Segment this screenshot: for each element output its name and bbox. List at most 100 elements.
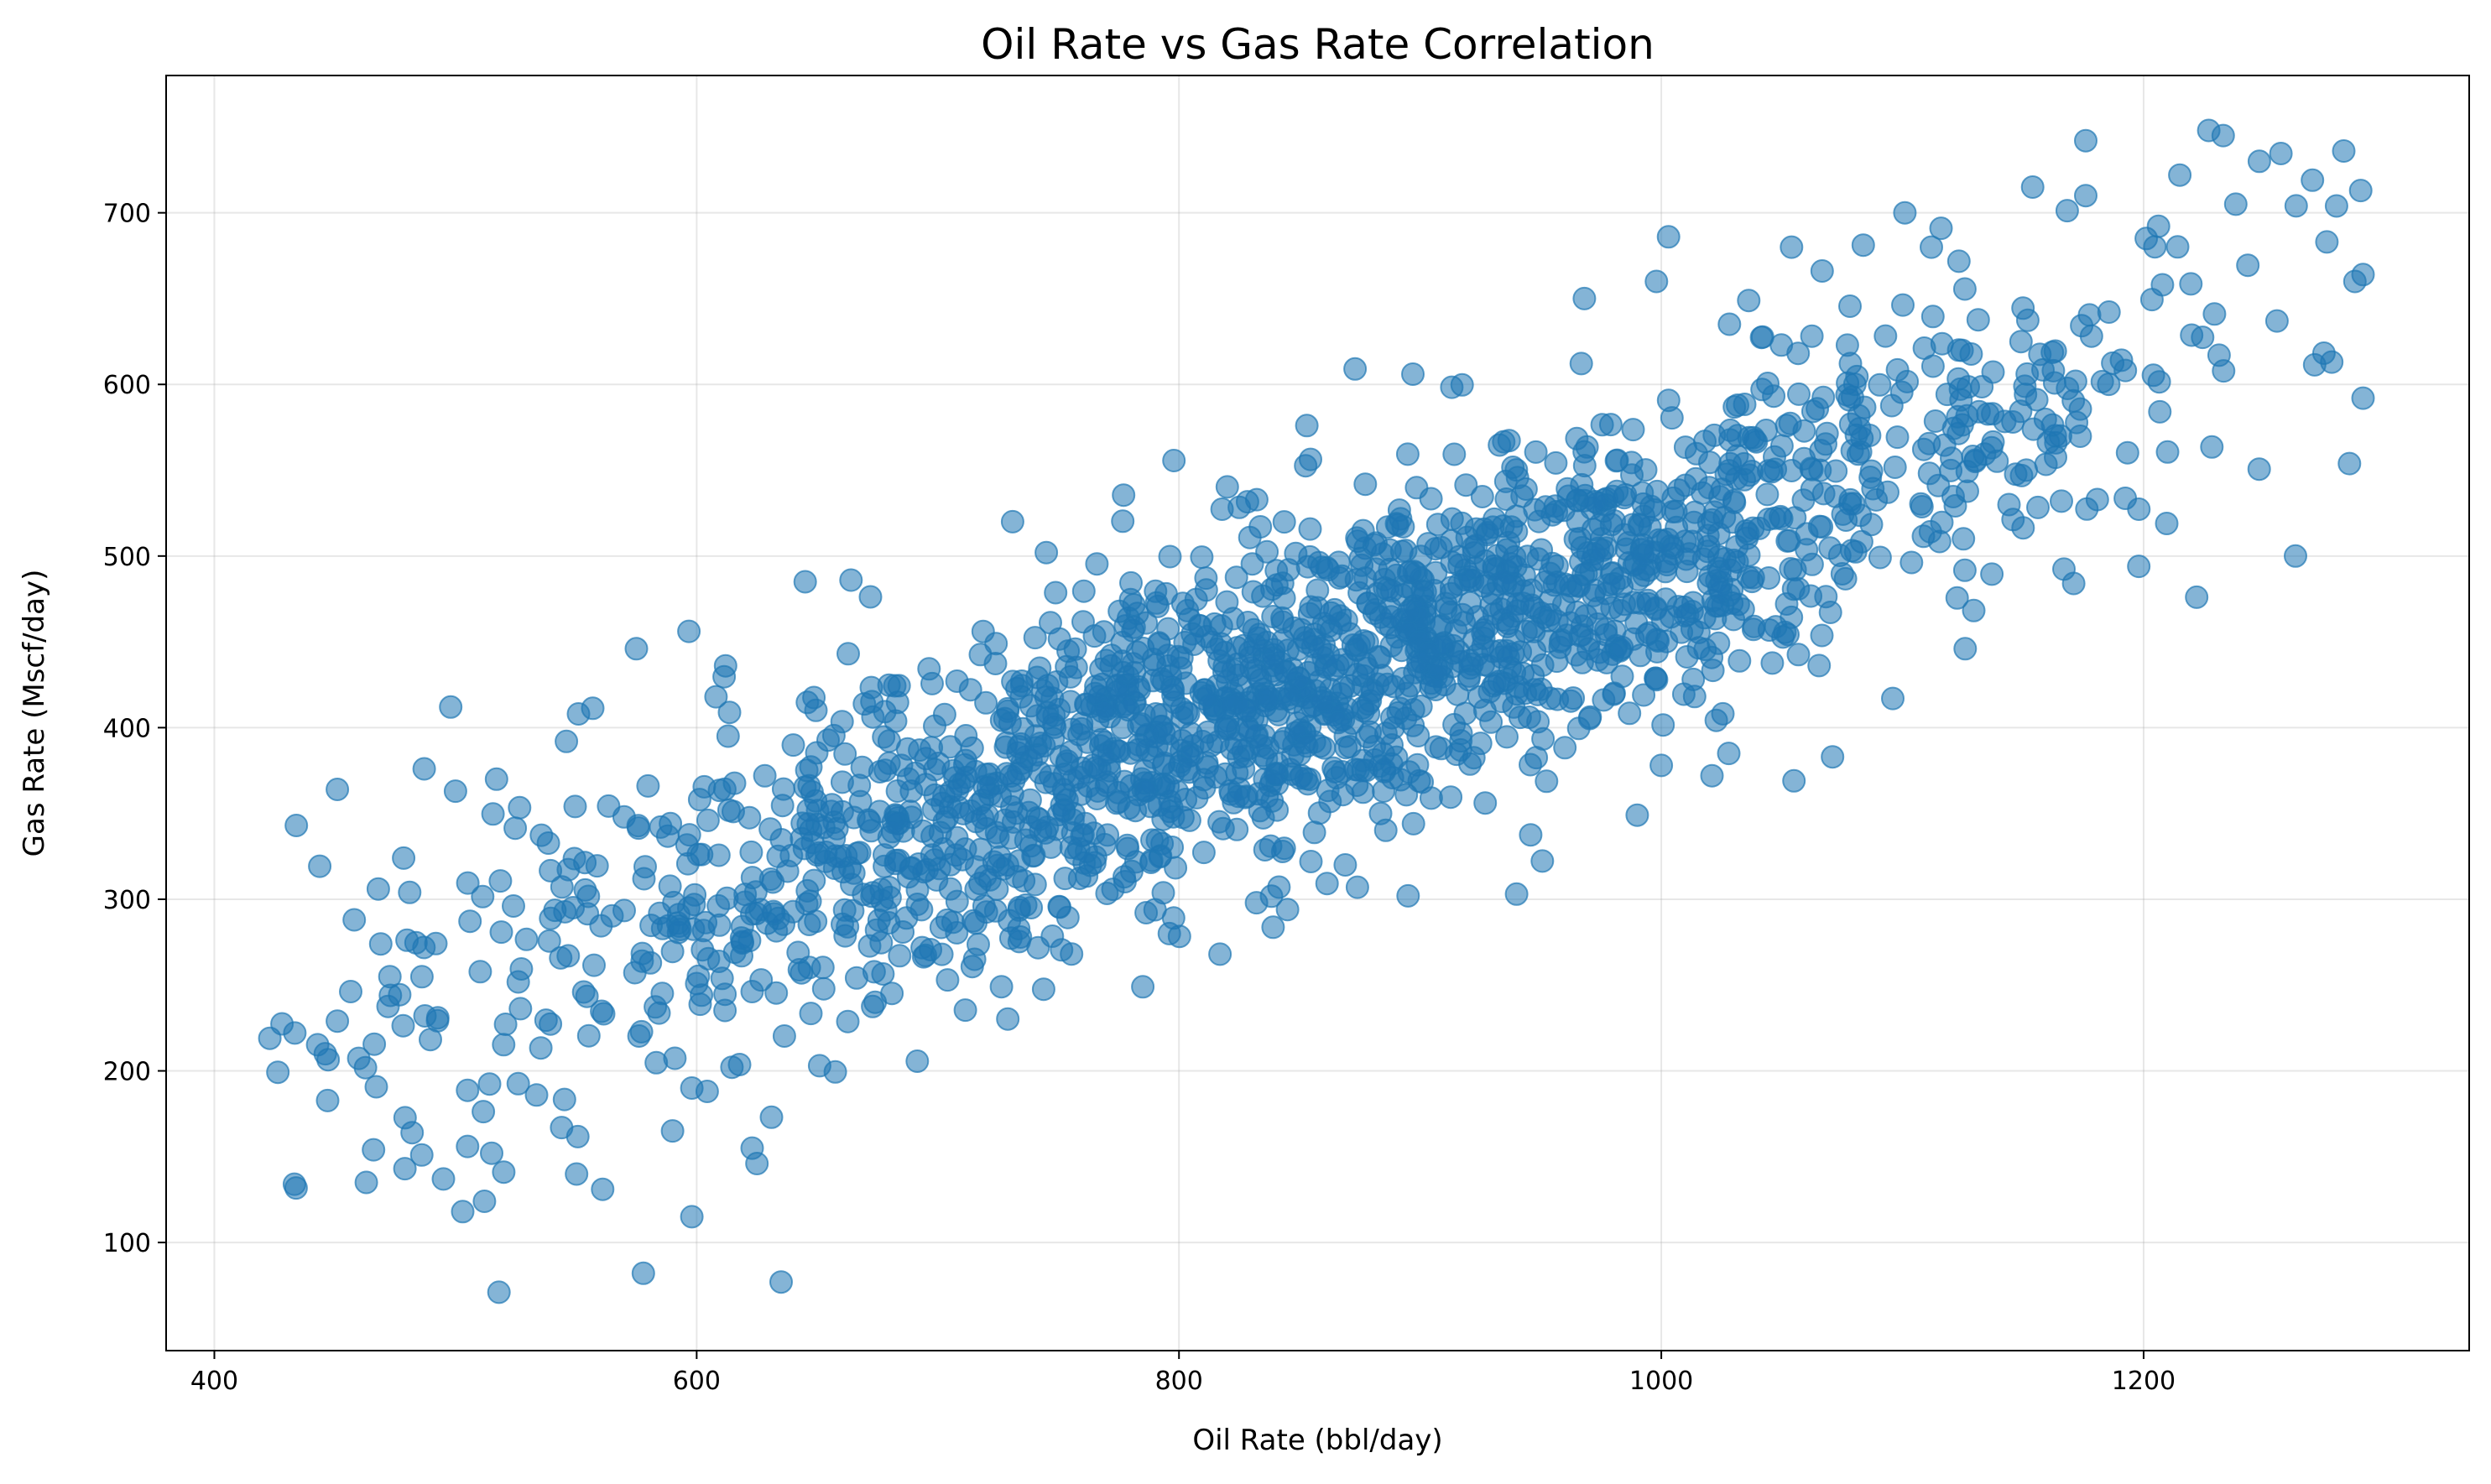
data-point [481, 802, 505, 826]
data-point [1345, 773, 1369, 797]
data-point [1330, 760, 1354, 784]
data-point [1373, 818, 1398, 842]
data-point [2223, 192, 2248, 216]
data-point [1755, 482, 1780, 507]
data-point [395, 928, 420, 952]
data-point [1782, 768, 1806, 793]
data-point [266, 1060, 290, 1085]
data-point [1791, 488, 1816, 513]
data-point [2146, 214, 2171, 238]
x-tick-label: 1000 [1629, 1367, 1693, 1396]
data-point [1742, 614, 1766, 638]
data-point [1179, 721, 1203, 746]
data-point [1561, 686, 1586, 711]
data-point [2168, 163, 2192, 187]
data-point [1801, 399, 1825, 424]
data-point [811, 815, 836, 840]
data-point [2113, 487, 2138, 510]
data-point [1035, 706, 1060, 730]
data-point [1519, 823, 1543, 847]
data-point [1419, 786, 1443, 810]
data-point [1707, 575, 1731, 600]
data-point [1243, 633, 1267, 657]
data-point [1261, 915, 1285, 940]
data-point [1238, 525, 1262, 549]
data-point [839, 568, 863, 592]
data-point [1696, 523, 1720, 548]
data-point [1673, 604, 1697, 627]
data-point [1976, 402, 2000, 426]
data-point [1780, 459, 1804, 482]
data-point [315, 1088, 340, 1112]
data-point [1288, 766, 1312, 790]
data-point [775, 859, 800, 883]
data-point [1083, 681, 1107, 706]
data-point [1256, 685, 1279, 709]
data-point [707, 913, 732, 937]
data-point [1566, 716, 1591, 741]
data-point [1769, 434, 1794, 458]
data-point [1111, 509, 1135, 534]
data-point [2079, 324, 2103, 348]
data-point [2337, 451, 2362, 476]
data-point [392, 846, 416, 870]
data-point [1858, 466, 1883, 489]
data-point [960, 955, 984, 979]
data-point [2115, 440, 2139, 465]
data-point [1344, 568, 1368, 592]
data-point [1379, 706, 1404, 730]
data-point [1067, 765, 1092, 789]
data-point [2264, 309, 2289, 333]
data-point [1717, 742, 1741, 766]
data-point [431, 1167, 456, 1191]
data-point [1642, 497, 1666, 522]
data-point [2139, 288, 2164, 312]
data-point [831, 912, 854, 936]
data-point [720, 1055, 744, 1080]
data-point [1881, 686, 1905, 711]
data-point [339, 980, 362, 1003]
data-point [716, 724, 740, 748]
data-point [1545, 609, 1569, 633]
data-point [576, 884, 601, 909]
data-point [1521, 664, 1545, 688]
data-point [308, 854, 332, 878]
data-point [998, 711, 1022, 735]
data-point [456, 1134, 480, 1159]
data-point [923, 758, 947, 782]
data-point [690, 983, 714, 1008]
data-point [1275, 898, 1300, 922]
data-point [503, 816, 528, 841]
data-point [850, 755, 874, 779]
data-point [1018, 788, 1042, 812]
data-point [1095, 882, 1119, 905]
data-point [1750, 378, 1774, 402]
data-point [805, 741, 829, 765]
data-point [284, 814, 309, 837]
data-point [1787, 382, 1811, 406]
data-point [1298, 517, 1322, 541]
data-point [2050, 489, 2073, 513]
data-point [1447, 544, 1472, 569]
data-point [1780, 235, 1804, 259]
data-point [1644, 269, 1669, 294]
data-point [1394, 783, 1419, 807]
data-point [1134, 611, 1159, 635]
data-point [1337, 735, 1362, 758]
data-point [2034, 452, 2058, 476]
data-point [391, 1013, 415, 1038]
data-point [2043, 339, 2067, 363]
data-point [1873, 324, 1898, 348]
data-point [539, 1012, 563, 1036]
data-point [1774, 414, 1799, 438]
data-point [1470, 485, 1494, 508]
data-point [649, 815, 673, 839]
data-point [2001, 410, 2025, 434]
data-point [953, 998, 977, 1023]
data-point [1847, 404, 1871, 428]
data-point [1417, 641, 1441, 665]
data-point [1034, 540, 1059, 565]
data-point [1204, 765, 1228, 789]
data-point [909, 898, 934, 922]
y-axis-ticks: 100 200 300 400 500 600 700 [103, 200, 166, 1258]
